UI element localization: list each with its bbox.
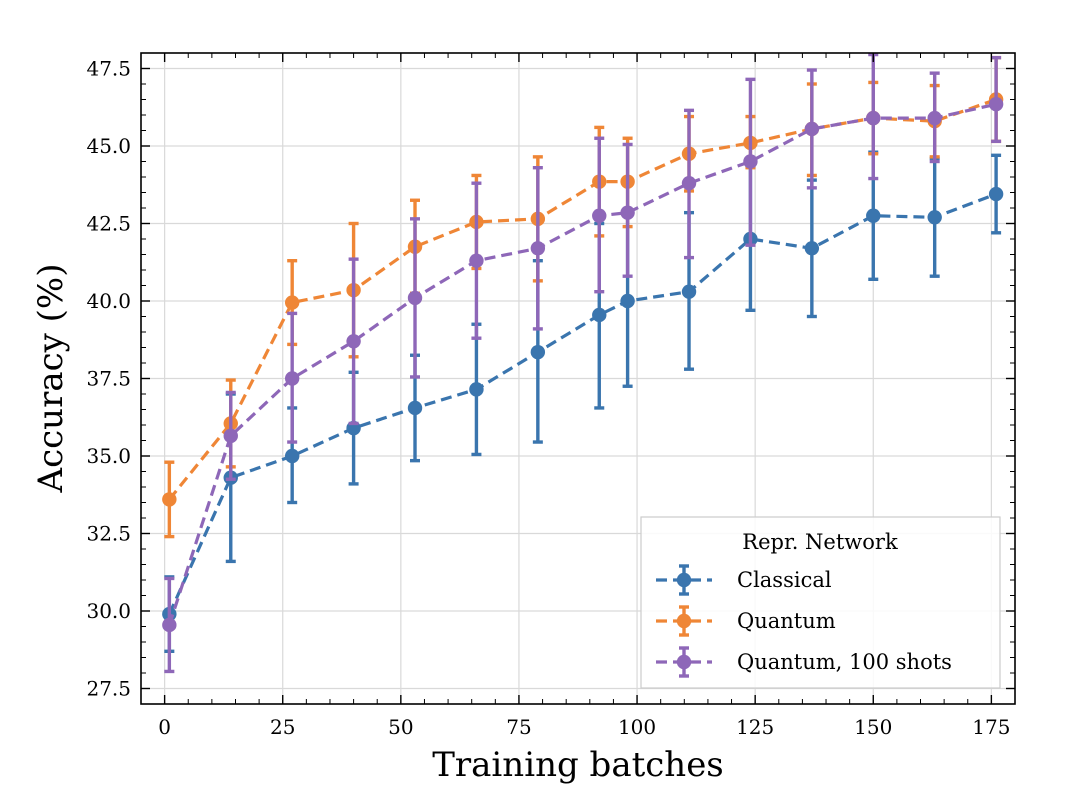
- data-point: [681, 284, 697, 299]
- tick-labels: 0 25 50 75 100 125 150 175 27.5 30.0 32.5 35.0 37.5 4…: [86, 57, 1010, 740]
- data-point: [866, 110, 881, 126]
- legend-marker: [676, 613, 692, 629]
- data-point: [804, 241, 820, 256]
- legend-item-2: Quantum, 100 shots: [656, 646, 952, 678]
- y-tick-label: 32.5: [86, 522, 131, 546]
- x-axis-label: Training batches: [432, 745, 724, 785]
- x-tick-label: 175: [972, 715, 1010, 739]
- y-tick-label: 30.0: [86, 599, 131, 623]
- y-tick-label: 35.0: [86, 444, 131, 468]
- data-point: [592, 208, 607, 223]
- data-point: [469, 253, 484, 268]
- x-tick-label: 100: [618, 715, 656, 739]
- legend-box: [640, 516, 1001, 689]
- x-tick-label: 150: [854, 715, 892, 739]
- series-layer: [162, 52, 1004, 674]
- data-point: [407, 290, 423, 306]
- y-axis-label: Accuracy (%): [31, 264, 71, 494]
- data-point: [530, 241, 546, 256]
- legend-item-1: Quantum: [656, 605, 836, 637]
- data-point: [988, 186, 1004, 202]
- legend-marker: [676, 572, 692, 588]
- data-point: [223, 428, 238, 444]
- x-tick-label: 125: [736, 715, 774, 739]
- data-point: [469, 382, 484, 397]
- legend-title: Repr. Network: [742, 530, 898, 554]
- y-tick-label: 40.0: [86, 289, 131, 313]
- data-point: [620, 293, 635, 309]
- data-point: [407, 400, 423, 416]
- data-point: [530, 344, 546, 360]
- y-tick-label: 45.0: [86, 134, 131, 158]
- y-tick-label: 42.5: [86, 212, 131, 236]
- legend-item-0: Classical: [656, 564, 832, 596]
- data-point: [804, 121, 820, 137]
- data-point: [988, 96, 1004, 112]
- legend-items: Classical Quantum Quantum, 100 shots: [656, 564, 952, 678]
- x-tick-label: 0: [158, 715, 171, 739]
- data-point: [866, 208, 881, 223]
- y-tick-label: 27.5: [86, 677, 131, 701]
- legend: Repr. Network Classical Quantum Quantum, 1…: [640, 516, 1001, 689]
- legend-label: Quantum, 100 shots: [737, 650, 952, 674]
- x-tick-label: 25: [270, 715, 295, 739]
- data-point: [284, 295, 300, 310]
- legend-marker: [676, 654, 692, 670]
- data-point: [162, 492, 177, 507]
- legend-label: Classical: [737, 568, 832, 592]
- data-point: [620, 205, 635, 220]
- series-2: [162, 52, 1004, 674]
- x-tick-label: 75: [506, 715, 531, 739]
- data-point: [284, 448, 300, 464]
- data-point: [681, 176, 697, 191]
- legend-label: Quantum: [737, 609, 836, 633]
- data-point: [743, 154, 758, 169]
- data-point: [927, 210, 942, 225]
- data-point: [162, 617, 177, 633]
- ticks: [140, 52, 1016, 705]
- y-tick-label: 37.5: [86, 367, 131, 391]
- x-tick-label: 50: [388, 715, 413, 739]
- data-point: [284, 371, 300, 386]
- data-point: [927, 110, 942, 126]
- y-tick-label: 47.5: [86, 57, 131, 81]
- data-point: [346, 334, 361, 349]
- data-point: [592, 307, 607, 323]
